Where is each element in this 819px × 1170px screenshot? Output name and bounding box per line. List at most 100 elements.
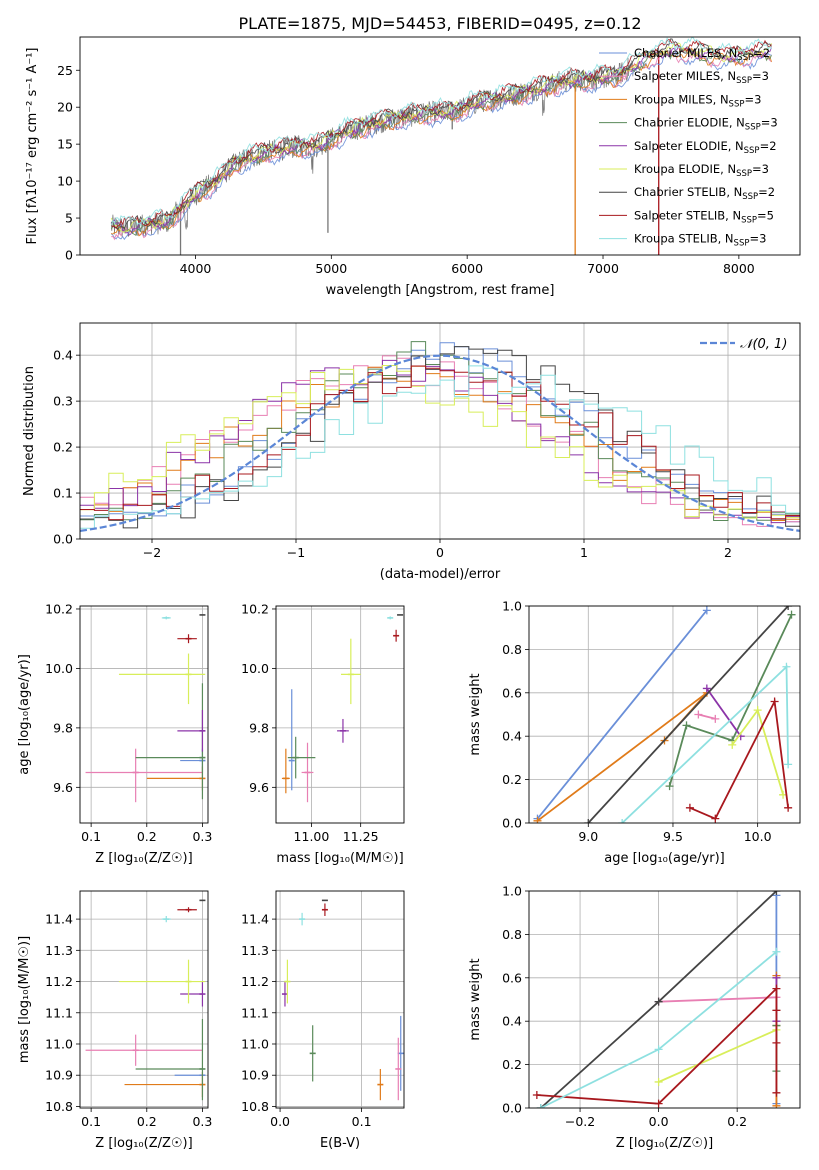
weight-line-salpeter-stelib (689, 698, 789, 820)
x-tick-label: 11.25 (343, 829, 379, 844)
x-tick-label: 1 (580, 545, 588, 560)
y-tick-label: 11.1 (241, 1005, 269, 1020)
weight-line-chabrier-miles (536, 609, 708, 820)
y-tick-label: 11.4 (45, 912, 73, 927)
weight-marker-kroupa-stelib (654, 1045, 663, 1054)
x-tick-label: 10.0 (744, 829, 772, 844)
y-tick-label: 1.0 (502, 884, 522, 899)
y-tick-label: 10.0 (241, 661, 269, 676)
y-tick-label: 11.4 (241, 912, 269, 927)
y-tick-label: 0.8 (502, 642, 522, 657)
y-tick-label: 10.2 (241, 601, 269, 616)
plot-area (85, 899, 206, 1101)
weight-line-salpeter-miles (698, 713, 716, 720)
plot-area (532, 891, 781, 1108)
y-tick-label: 15 (57, 137, 73, 152)
model-trace-kroupa-stelib (110, 37, 772, 227)
weight-marker-kroupa-stelib (772, 947, 781, 956)
errorbar-salpeter-stelib (177, 907, 197, 913)
plot-layer: 4000 5000 6000 7000 80000510152025wavelength… (17, 36, 801, 1151)
model-trace-chabrier-miles (110, 48, 772, 241)
errorbar-kroupa-stelib (387, 616, 394, 620)
x-tick-label: 0.1 (81, 829, 101, 844)
y-tick-label: 11.3 (241, 943, 269, 958)
x-axis-label: age [log₁₀(age/yr)] (604, 851, 725, 866)
y-tick-label: 0.8 (502, 927, 522, 942)
x-tick-label: 2 (724, 545, 732, 560)
weight-line-chabrier-stelib (587, 606, 789, 823)
y-tick-label: 0.0 (502, 816, 522, 831)
y-axis-label: Normed distribution (22, 366, 37, 496)
legend-entry-salpeter-elodie: Salpeter ELODIE, NSSP=2 (634, 139, 777, 156)
y-tick-label: 0.4 (502, 1014, 522, 1029)
axes-frame (528, 890, 801, 1109)
panel-mass_vs_ebv: 0.0 0.1 10.8 10.9 11.0 11.1 11.2 11.3 11.4 E(B-V) (241, 890, 405, 1151)
weight-marker-kroupa-stelib (784, 760, 793, 769)
x-tick-label: −2 (143, 545, 161, 560)
y-tick-label: 0 (65, 248, 73, 263)
legend-entry-chabrier-miles: Chabrier MILES, NSSP=2 (634, 46, 770, 63)
legend-entry-kroupa-elodie: Kroupa ELODIE, NSSP=3 (634, 162, 769, 179)
errorbar-salpeter-elodie (177, 710, 206, 752)
y-tick-label: 0.2 (53, 440, 73, 455)
weight-marker-chabrier-miles (702, 606, 711, 615)
y-tick-label: 0.4 (502, 729, 522, 744)
panel-age_vs_mass: 11.00 11.25 9.6 9.8 10.0 10.2 mass [log₁₀(M/M☉… (241, 601, 405, 866)
weight-marker-chabrier-elodie (682, 721, 691, 730)
errorbar-salpeter-miles (395, 1037, 402, 1101)
x-tick-label: 11.00 (294, 829, 330, 844)
y-axis-label: mass weight (468, 958, 483, 1040)
panel-residuals: −2 −1 0 1 2 0.0 0.1 0.2 0.3 0.4 (data-model)/error… (22, 322, 801, 582)
weight-line-salpeter-elodie (706, 687, 742, 737)
y-tick-label: 10 (57, 174, 73, 189)
x-axis-label: Z [log₁₀(Z/Z☉)] (95, 851, 192, 866)
weight-line-kroupa-elodie (658, 1029, 777, 1083)
y-tick-label: 9.6 (249, 780, 269, 795)
x-tick-label: 0 (436, 545, 444, 560)
x-tick-label: 9.5 (663, 829, 683, 844)
weight-marker-chabrier-elodie (787, 610, 796, 619)
weight-line-chabrier-elodie (668, 614, 793, 787)
x-tick-label: 0.2 (137, 829, 157, 844)
panel-weight_vs_age: 9.0 9.5 10.0 0.0 0.2 0.4 0.6 0.8 1.0 age [log₁₀(a… (468, 599, 801, 866)
weight-marker-kroupa-elodie (728, 740, 737, 749)
x-tick-label: 0.3 (192, 829, 212, 844)
y-tick-label: 20 (57, 100, 73, 115)
weight-marker-kroupa-stelib (782, 662, 791, 671)
errorbar-chabrier-elodie (135, 1019, 206, 1101)
weight-marker-salpeter-stelib (770, 697, 779, 706)
weight-marker-kroupa-stelib (618, 819, 627, 823)
y-tick-label: 11.1 (45, 1005, 73, 1020)
weight-marker-chabrier-stelib (772, 891, 781, 895)
axes-frame (79, 890, 209, 1109)
errorbar-kroupa-miles (146, 766, 206, 791)
y-tick-label: 9.8 (249, 720, 269, 735)
errorbar-chabrier-miles (180, 748, 206, 773)
errorbar-kroupa-miles (281, 748, 290, 794)
axes-frame (79, 36, 801, 256)
errorbar-kroupa-elodie (284, 959, 291, 1004)
errorbar-salpeter-stelib (321, 903, 328, 916)
y-tick-label: 10.9 (241, 1068, 269, 1083)
weight-marker-chabrier-stelib (784, 606, 793, 610)
panel-mass_vs_Z: 0.1 0.2 0.3 10.8 10.9 11.0 11.1 11.2 11.3 11.4 Z [… (17, 890, 212, 1151)
panel-age_vs_Z: 0.1 0.2 0.3 9.6 9.8 10.0 10.2 Z [log₁₀(Z/Z☉)] ag… (17, 601, 212, 866)
weight-marker-salpeter-miles (694, 710, 703, 719)
legend-entry-kroupa-miles: Kroupa MILES, NSSP=3 (634, 92, 761, 109)
y-tick-label: 5 (65, 211, 73, 226)
weight-marker-salpeter-stelib (532, 1090, 541, 1099)
x-tick-label: 0.2 (137, 1114, 157, 1129)
weight-marker-chabrier-stelib (654, 997, 663, 1006)
model-trace-chabrier-stelib (110, 38, 772, 231)
x-tick-label: 8000 (723, 261, 755, 276)
figure-title: PLATE=1875, MJD=54453, FIBERID=0495, z=0… (238, 14, 641, 33)
weight-marker-kroupa-elodie (753, 706, 762, 715)
weight-marker-salpeter-stelib (784, 803, 793, 812)
y-tick-label: 9.8 (53, 720, 73, 735)
weight-marker-kroupa-elodie (654, 1077, 663, 1086)
x-axis-label: mass [log₁₀(M/M☉)] (276, 851, 403, 866)
y-tick-label: 10.8 (241, 1099, 269, 1114)
errorbar-kroupa-elodie (118, 959, 206, 1004)
plot-area (281, 614, 404, 803)
